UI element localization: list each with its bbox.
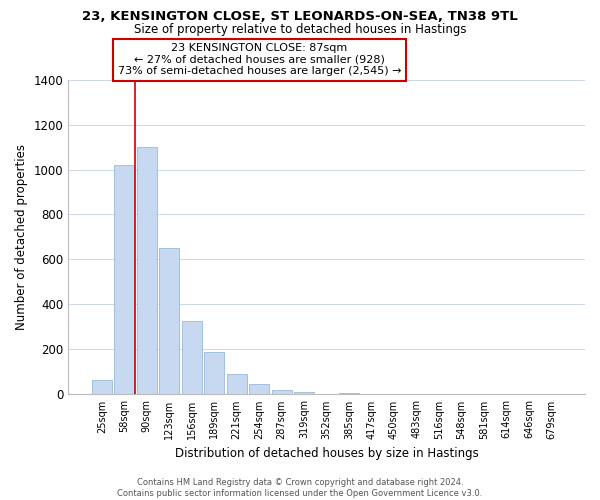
Text: Size of property relative to detached houses in Hastings: Size of property relative to detached ho…: [134, 22, 466, 36]
Bar: [182, 322, 202, 394]
Text: 23 KENSINGTON CLOSE: 87sqm
← 27% of detached houses are smaller (928)
73% of sem: 23 KENSINGTON CLOSE: 87sqm ← 27% of deta…: [118, 43, 401, 76]
Y-axis label: Number of detached properties: Number of detached properties: [15, 144, 28, 330]
X-axis label: Distribution of detached houses by size in Hastings: Distribution of detached houses by size …: [175, 447, 478, 460]
Bar: [272, 390, 292, 394]
Bar: [137, 147, 157, 394]
Bar: [339, 392, 359, 394]
Bar: [294, 392, 314, 394]
Text: 23, KENSINGTON CLOSE, ST LEONARDS-ON-SEA, TN38 9TL: 23, KENSINGTON CLOSE, ST LEONARDS-ON-SEA…: [82, 10, 518, 23]
Bar: [92, 380, 112, 394]
Bar: [159, 248, 179, 394]
Bar: [227, 374, 247, 394]
Bar: [204, 352, 224, 395]
Bar: [114, 165, 134, 394]
Bar: [249, 384, 269, 394]
Text: Contains HM Land Registry data © Crown copyright and database right 2024.
Contai: Contains HM Land Registry data © Crown c…: [118, 478, 482, 498]
